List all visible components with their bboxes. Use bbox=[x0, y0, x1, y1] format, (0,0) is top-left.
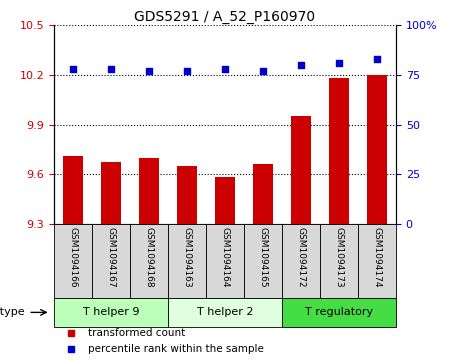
Text: T helper 2: T helper 2 bbox=[197, 307, 253, 317]
Point bbox=[184, 68, 191, 74]
Bar bbox=[282, 224, 320, 298]
Text: GSM1094174: GSM1094174 bbox=[373, 227, 382, 288]
Bar bbox=[367, 75, 387, 224]
Point bbox=[108, 66, 115, 72]
Text: GSM1094173: GSM1094173 bbox=[334, 227, 343, 288]
Bar bbox=[168, 224, 206, 298]
Text: GSM1094168: GSM1094168 bbox=[144, 227, 153, 288]
Bar bbox=[252, 164, 274, 224]
Text: percentile rank within the sample: percentile rank within the sample bbox=[88, 344, 264, 354]
Bar bbox=[92, 224, 130, 298]
Bar bbox=[320, 224, 358, 298]
Bar bbox=[328, 78, 350, 224]
Text: transformed count: transformed count bbox=[88, 328, 185, 338]
Text: GSM1094166: GSM1094166 bbox=[68, 227, 77, 288]
Point bbox=[374, 56, 381, 62]
Point bbox=[69, 66, 76, 72]
Bar bbox=[130, 224, 168, 298]
Text: cell type: cell type bbox=[0, 307, 25, 317]
Text: GSM1094167: GSM1094167 bbox=[107, 227, 116, 288]
Bar bbox=[215, 178, 235, 224]
Bar bbox=[139, 158, 159, 224]
Point bbox=[297, 62, 305, 68]
Text: GSM1094163: GSM1094163 bbox=[183, 227, 192, 288]
Bar bbox=[63, 156, 83, 224]
Text: T helper 9: T helper 9 bbox=[83, 307, 139, 317]
Bar bbox=[54, 298, 168, 327]
Bar bbox=[244, 224, 282, 298]
Bar bbox=[358, 224, 396, 298]
Bar bbox=[100, 163, 122, 224]
Bar bbox=[206, 224, 244, 298]
Bar bbox=[282, 298, 396, 327]
Bar bbox=[291, 116, 311, 224]
Text: T regulatory: T regulatory bbox=[305, 307, 373, 317]
Bar bbox=[168, 298, 282, 327]
Title: GDS5291 / A_52_P160970: GDS5291 / A_52_P160970 bbox=[135, 11, 315, 24]
Bar bbox=[54, 224, 92, 298]
Bar bbox=[176, 166, 198, 224]
Text: GSM1094172: GSM1094172 bbox=[297, 227, 306, 288]
Text: GSM1094165: GSM1094165 bbox=[258, 227, 267, 288]
Point bbox=[335, 60, 342, 66]
Point bbox=[145, 68, 153, 74]
Point bbox=[259, 68, 266, 74]
Point bbox=[221, 66, 229, 72]
Text: GSM1094164: GSM1094164 bbox=[220, 227, 230, 288]
